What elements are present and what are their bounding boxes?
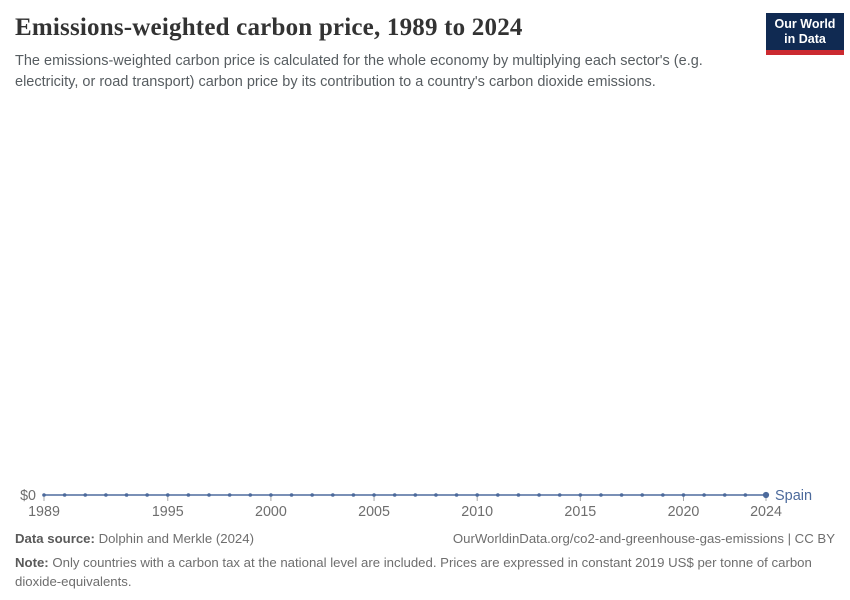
data-point[interactable] <box>516 493 521 497</box>
data-point[interactable] <box>331 493 335 497</box>
x-axis-tick-label: 1995 <box>152 504 184 520</box>
data-point[interactable] <box>722 493 727 497</box>
x-axis-tick-label: 2000 <box>255 504 287 520</box>
data-point[interactable] <box>62 493 67 497</box>
x-axis-tick-label: 2024 <box>750 504 782 520</box>
data-point[interactable] <box>186 493 191 497</box>
owid-logo-line2: in Data <box>784 32 826 46</box>
data-point[interactable] <box>743 493 748 497</box>
series-label-spain[interactable]: Spain <box>775 488 812 504</box>
data-point[interactable] <box>207 493 211 497</box>
data-source-line: Data source: Dolphin and Merkle (2024) <box>15 531 254 546</box>
note-label: Note: <box>15 555 49 570</box>
data-point[interactable] <box>269 493 273 497</box>
data-point[interactable] <box>454 493 459 497</box>
data-point[interactable] <box>578 493 583 497</box>
note-line: Note: Only countries with a carbon tax a… <box>15 553 815 591</box>
data-point[interactable] <box>496 493 500 497</box>
chart-header: Emissions-weighted carbon price, 1989 to… <box>15 14 750 93</box>
data-source-label: Data source: <box>15 531 95 546</box>
data-source-value[interactable]: Dolphin and Merkle (2024) <box>98 531 254 546</box>
data-point[interactable] <box>351 493 356 497</box>
x-axis-tick-label: 2005 <box>358 504 390 520</box>
attribution-link[interactable]: OurWorldinData.org/co2-and-greenhouse-ga… <box>452 531 835 546</box>
data-point[interactable] <box>661 493 665 497</box>
data-point[interactable] <box>681 493 686 497</box>
data-point[interactable] <box>310 493 314 497</box>
data-point[interactable] <box>434 493 438 497</box>
data-point[interactable] <box>619 493 624 497</box>
data-point[interactable] <box>42 493 46 497</box>
owid-logo[interactable]: Our World in Data <box>766 13 844 55</box>
data-point[interactable] <box>599 493 603 497</box>
data-point[interactable] <box>289 493 294 497</box>
data-point[interactable] <box>248 493 253 497</box>
data-point[interactable] <box>413 493 418 497</box>
y-axis-zero-label: $0 <box>20 488 36 504</box>
data-point[interactable] <box>475 493 480 497</box>
x-axis-tick-label: 2020 <box>668 504 700 520</box>
note-text: Only countries with a carbon tax at the … <box>15 555 812 589</box>
data-point[interactable] <box>227 493 232 497</box>
data-point[interactable] <box>392 493 397 497</box>
line-chart-canvas[interactable]: 1989 1995 2000 2005 2010 2015 2020 2024 $0 Spain <box>0 420 850 530</box>
data-point[interactable] <box>124 493 129 497</box>
chart-title: Emissions-weighted carbon price, 1989 to… <box>15 14 523 41</box>
data-point[interactable] <box>83 493 88 497</box>
data-point[interactable] <box>145 493 149 497</box>
data-point[interactable] <box>762 491 770 499</box>
data-point[interactable] <box>104 493 108 497</box>
data-point[interactable] <box>537 493 541 497</box>
x-axis-tick-label: 2010 <box>461 504 493 520</box>
data-point[interactable] <box>640 493 645 497</box>
data-point[interactable] <box>557 493 562 497</box>
x-axis-tick-label: 2015 <box>564 504 596 520</box>
chart-subtitle: The emissions-weighted carbon price is c… <box>15 53 703 90</box>
x-axis-tick-label: 1989 <box>28 504 60 520</box>
data-point[interactable] <box>165 493 170 497</box>
data-point[interactable] <box>372 493 376 497</box>
chart-footer: Data source: Dolphin and Merkle (2024) O… <box>15 531 835 591</box>
owid-logo-line1: Our World <box>774 17 836 31</box>
data-point[interactable] <box>702 493 706 497</box>
